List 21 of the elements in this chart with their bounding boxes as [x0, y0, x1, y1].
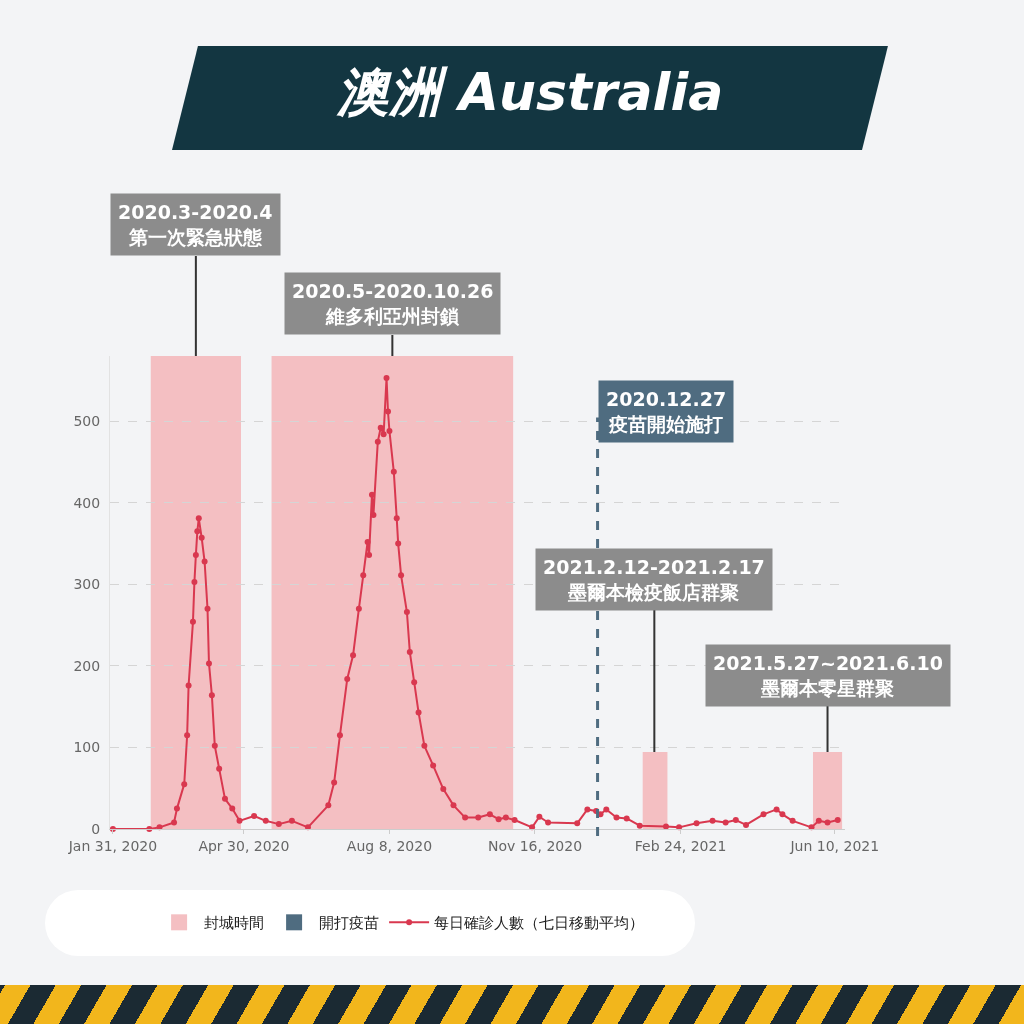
x-tick-label: Jun 10, 2021	[789, 837, 880, 854]
ref-line-label: 2020.12.27 疫苗開始施打	[606, 388, 727, 435]
text: 開打疫苗	[319, 914, 380, 933]
y-tick-label: 300	[73, 576, 101, 593]
x-tick-label: Apr 30, 2020	[198, 837, 290, 854]
x-tick-label: Nov 16, 2020	[487, 837, 583, 854]
y-tick-label: 200	[73, 657, 101, 674]
band-label: 2020.3-2020.4 第一次緊急狀態	[118, 201, 273, 248]
x-tick-label: Feb 24, 2021	[634, 837, 727, 854]
band-label: 2021.2.12-2021.2.17 墨爾本檢疫飯店群聚	[543, 556, 765, 603]
y-tick-label: 400	[73, 494, 101, 511]
legend-label: 每日確診人數（七日移動平均）	[434, 914, 645, 933]
band-label: 2021.5.27~2021.6.10 墨爾本零星群聚	[713, 652, 943, 699]
x-tick-label: Aug 8, 2020	[346, 837, 433, 854]
x-tick-label: Jan 31, 2020	[67, 837, 158, 854]
band-label: 2020.5-2020.10.26 維多利亞州封鎖	[292, 280, 494, 327]
chart-title: 澳洲 Australia	[335, 61, 725, 124]
y-tick-label: 100	[73, 739, 101, 756]
text: 封城時間	[204, 914, 265, 933]
y-tick-label: 0	[91, 820, 101, 837]
y-tick-label: 500	[73, 413, 101, 430]
